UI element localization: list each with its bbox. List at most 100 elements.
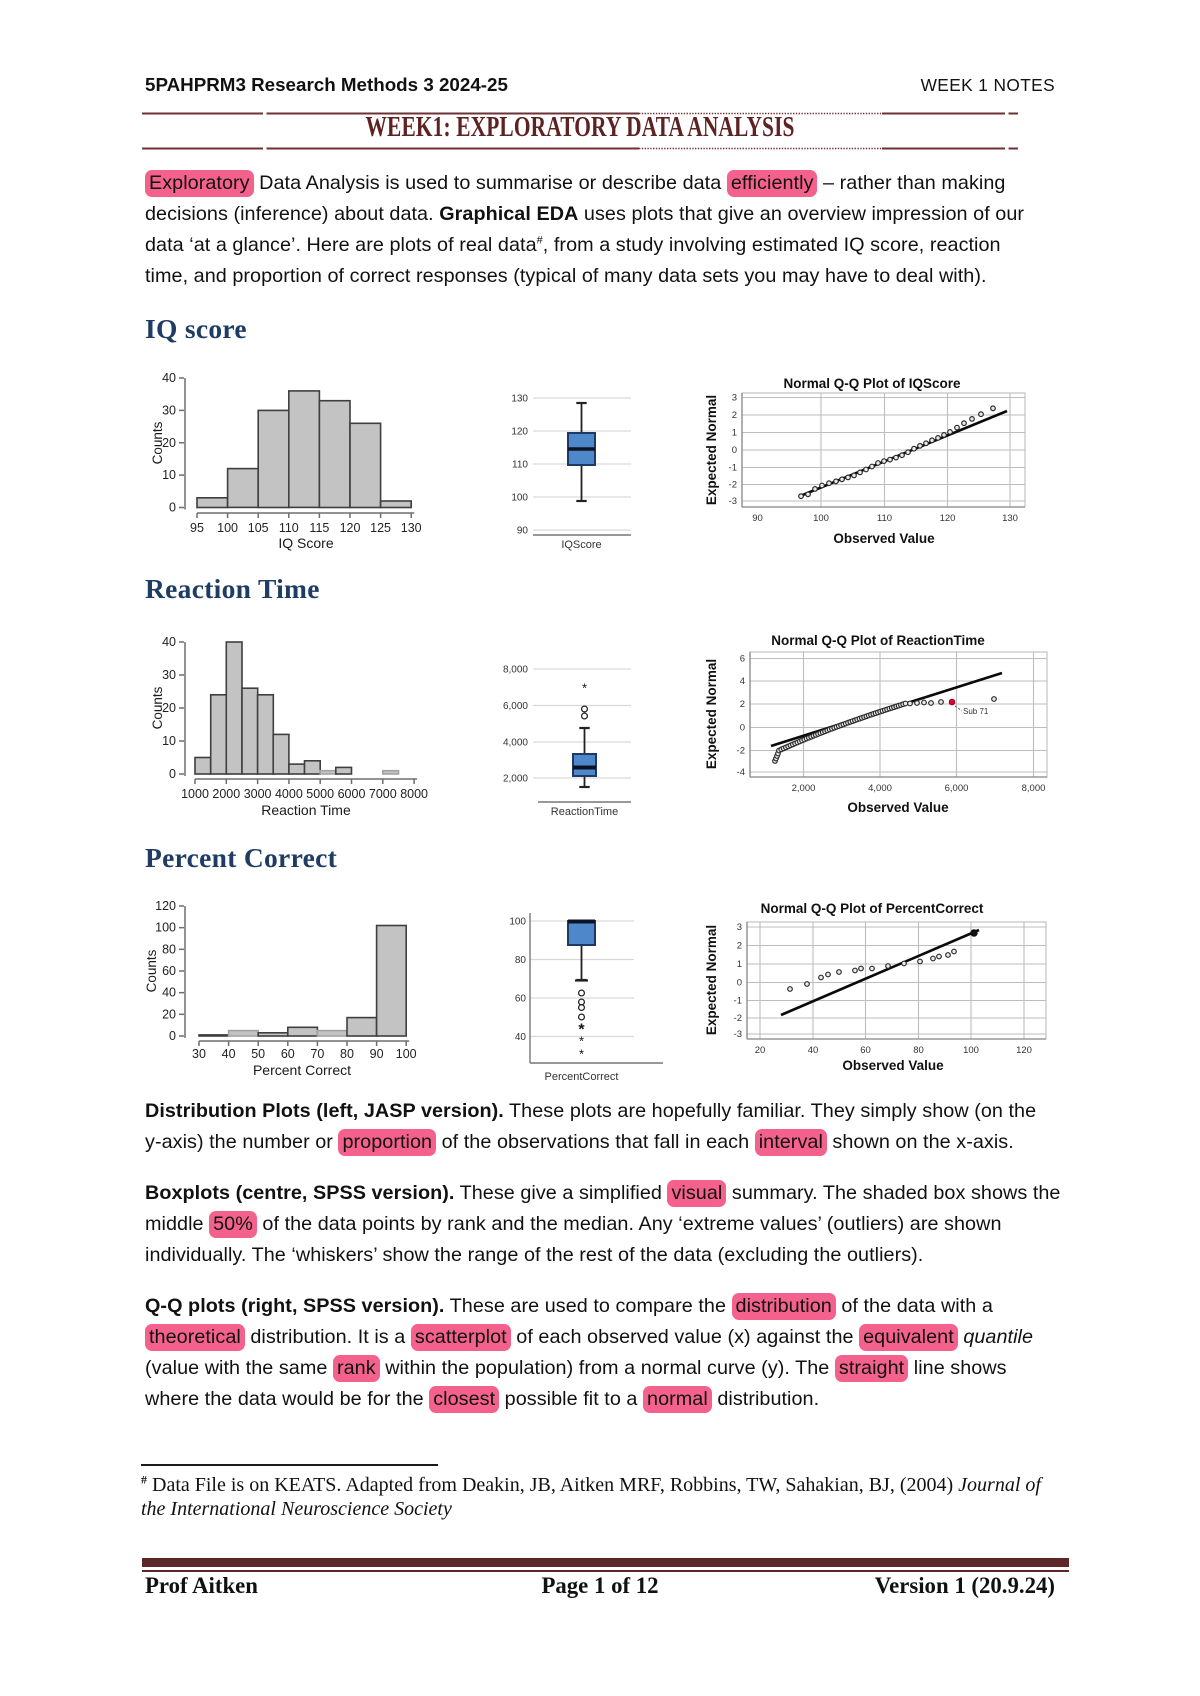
svg-text:-2: -2 — [734, 1013, 742, 1024]
svg-text:70: 70 — [310, 1047, 324, 1061]
svg-text:60: 60 — [162, 964, 176, 978]
svg-text:10: 10 — [162, 734, 176, 748]
svg-text:7000: 7000 — [369, 787, 397, 801]
svg-text:Normal Q-Q Plot of ReactionTim: Normal Q-Q Plot of ReactionTime — [771, 633, 985, 648]
svg-text:30: 30 — [162, 668, 176, 682]
svg-text:110: 110 — [877, 513, 892, 524]
svg-text:120: 120 — [340, 521, 361, 535]
svg-text:-2: -2 — [729, 480, 737, 491]
svg-text:110: 110 — [279, 521, 299, 535]
svg-text:3: 3 — [737, 922, 742, 933]
svg-text:60: 60 — [860, 1045, 871, 1056]
svg-text:6,000: 6,000 — [503, 701, 528, 712]
svg-text:10: 10 — [162, 468, 176, 482]
svg-text:8,000: 8,000 — [503, 665, 528, 676]
svg-text:2: 2 — [737, 941, 742, 952]
svg-text:Reaction Time: Reaction Time — [261, 802, 351, 818]
svg-text:40: 40 — [162, 986, 176, 1000]
svg-text:4000: 4000 — [275, 787, 303, 801]
svg-text:120: 120 — [511, 427, 528, 438]
svg-text:-4: -4 — [737, 767, 745, 778]
svg-text:40: 40 — [162, 371, 176, 385]
svg-text:60: 60 — [515, 994, 527, 1005]
svg-text:*: * — [582, 681, 587, 696]
svg-text:120: 120 — [155, 899, 176, 913]
svg-text:-2: -2 — [737, 746, 745, 757]
svg-text:Expected Normal: Expected Normal — [704, 659, 719, 769]
svg-text:90: 90 — [752, 513, 763, 524]
svg-text:80: 80 — [340, 1047, 354, 1061]
svg-text:-1: -1 — [734, 996, 742, 1007]
svg-text:120: 120 — [940, 513, 956, 524]
svg-text:8000: 8000 — [400, 787, 428, 801]
svg-text:ReactionTime: ReactionTime — [551, 806, 618, 818]
svg-text:30: 30 — [162, 403, 176, 417]
svg-text:100: 100 — [217, 521, 238, 535]
svg-text:6000: 6000 — [338, 787, 366, 801]
svg-text:130: 130 — [1002, 513, 1018, 524]
svg-text:90: 90 — [517, 526, 529, 537]
svg-text:Counts: Counts — [150, 686, 165, 729]
svg-text:1000: 1000 — [181, 787, 209, 801]
svg-text:100: 100 — [396, 1047, 417, 1061]
svg-text:100: 100 — [509, 917, 526, 928]
svg-text:80: 80 — [913, 1045, 924, 1056]
svg-text:-1: -1 — [729, 463, 737, 474]
svg-text:20: 20 — [162, 1007, 176, 1021]
svg-text:3: 3 — [732, 393, 737, 404]
svg-text:2: 2 — [732, 410, 737, 421]
svg-text:2,000: 2,000 — [792, 783, 816, 794]
svg-text:100: 100 — [511, 493, 528, 504]
svg-text:2000: 2000 — [212, 787, 240, 801]
svg-text:4,000: 4,000 — [503, 738, 528, 749]
svg-text:3000: 3000 — [244, 787, 272, 801]
svg-text:-3: -3 — [729, 496, 737, 507]
svg-text:40: 40 — [808, 1045, 819, 1056]
svg-text:PercentCorrect: PercentCorrect — [545, 1071, 619, 1083]
svg-text:40: 40 — [222, 1047, 236, 1061]
svg-text:Counts: Counts — [150, 421, 165, 464]
svg-text:110: 110 — [512, 460, 528, 471]
svg-text:130: 130 — [511, 394, 528, 405]
svg-text:0: 0 — [732, 445, 737, 456]
svg-text:40: 40 — [162, 635, 176, 649]
svg-text:*: * — [579, 1047, 584, 1062]
svg-text:2: 2 — [740, 699, 745, 710]
svg-text:4: 4 — [740, 676, 745, 687]
svg-text:IQScore: IQScore — [561, 539, 601, 551]
svg-text:IQ Score: IQ Score — [278, 535, 333, 551]
svg-text:-3: -3 — [734, 1029, 742, 1040]
svg-text:Expected Normal: Expected Normal — [704, 395, 719, 505]
svg-text:100: 100 — [155, 921, 176, 935]
svg-text:1: 1 — [737, 959, 742, 970]
svg-text:100: 100 — [963, 1045, 979, 1056]
svg-text:20: 20 — [755, 1045, 766, 1056]
svg-text:0: 0 — [169, 767, 176, 781]
svg-text:6,000: 6,000 — [945, 783, 969, 794]
svg-text:30: 30 — [192, 1047, 206, 1061]
svg-text:50: 50 — [251, 1047, 265, 1061]
svg-text:2,000: 2,000 — [503, 774, 528, 785]
svg-text:Observed Value: Observed Value — [842, 1058, 944, 1073]
svg-text:115: 115 — [309, 521, 329, 535]
svg-text:Counts: Counts — [145, 949, 159, 992]
svg-text:0: 0 — [169, 501, 176, 515]
svg-text:0: 0 — [740, 723, 745, 734]
svg-text:Normal Q-Q Plot of IQScore: Normal Q-Q Plot of IQScore — [783, 376, 961, 391]
svg-text:Observed Value: Observed Value — [847, 800, 949, 815]
svg-text:125: 125 — [370, 521, 391, 535]
svg-text:40: 40 — [515, 1032, 527, 1043]
svg-text:Observed Value: Observed Value — [833, 531, 935, 546]
svg-text:95: 95 — [190, 521, 204, 535]
svg-text:*: * — [579, 1034, 584, 1049]
svg-text:5000: 5000 — [306, 787, 334, 801]
svg-text:20: 20 — [162, 436, 176, 450]
svg-text:80: 80 — [515, 955, 527, 966]
svg-text:0: 0 — [169, 1029, 176, 1043]
svg-text:6: 6 — [740, 654, 745, 665]
svg-text:130: 130 — [401, 521, 422, 535]
svg-text:Expected Normal: Expected Normal — [704, 925, 719, 1035]
svg-text:Normal Q-Q Plot of PercentCorr: Normal Q-Q Plot of PercentCorrect — [761, 901, 984, 916]
svg-text:80: 80 — [162, 942, 176, 956]
svg-text:Sub 71: Sub 71 — [963, 707, 989, 716]
